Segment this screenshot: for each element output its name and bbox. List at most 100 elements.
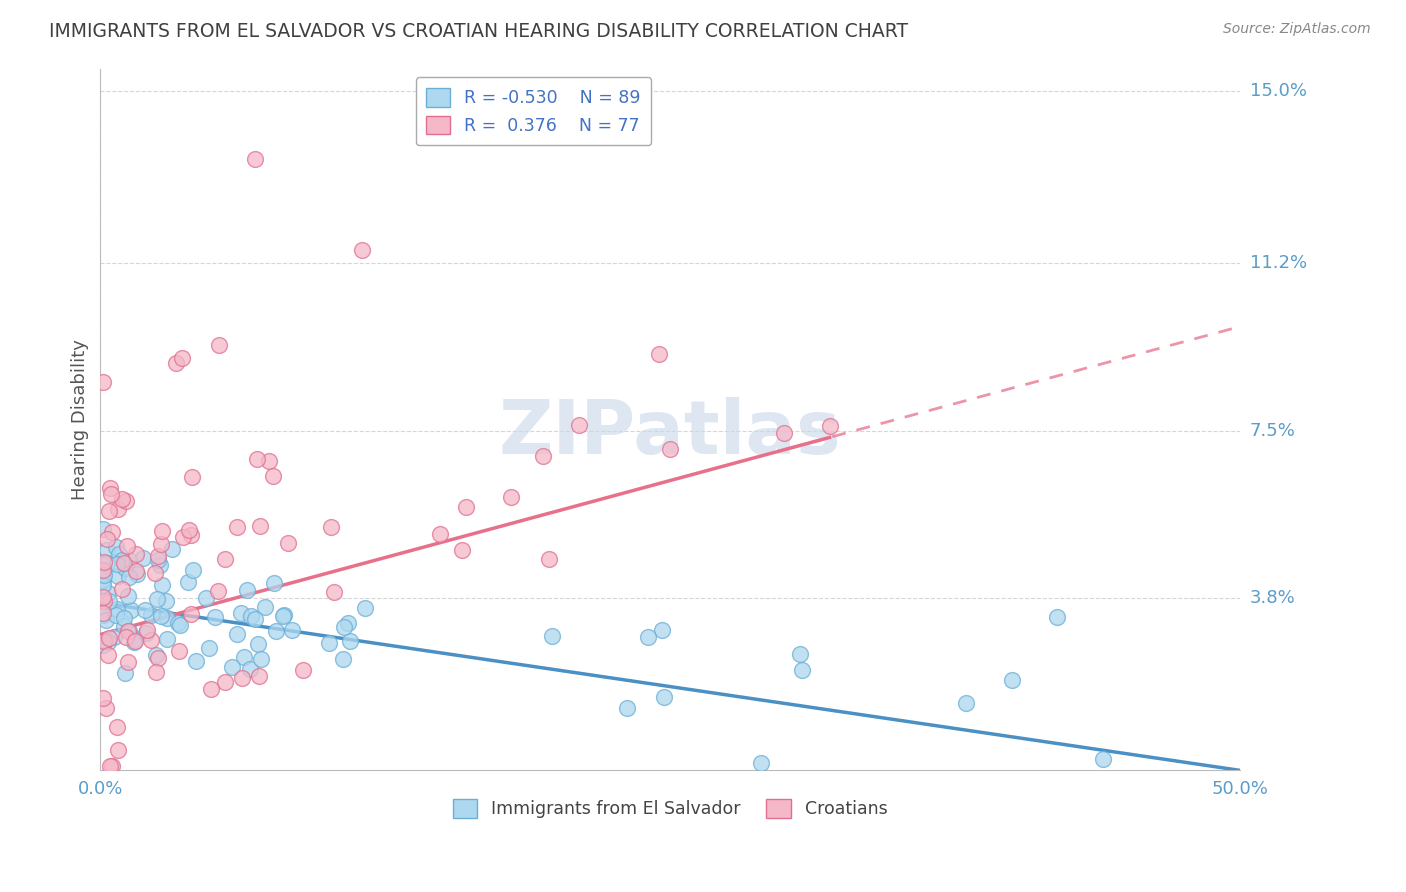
Point <box>149 537 172 551</box>
Point <box>229 607 252 621</box>
Point <box>773 425 796 440</box>
Point <box>97 504 120 518</box>
Y-axis label: Hearing Disability: Hearing Disability <box>72 339 89 500</box>
Point <box>180 607 202 621</box>
Text: 11.2%: 11.2% <box>1250 254 1306 272</box>
Point <box>111 492 134 507</box>
Point <box>818 419 841 434</box>
Point <box>172 351 194 366</box>
Point <box>149 608 172 623</box>
Point <box>132 550 155 565</box>
Point <box>107 569 129 583</box>
Point <box>145 648 167 662</box>
Point <box>207 584 229 599</box>
Point <box>194 591 217 606</box>
Point <box>112 619 135 633</box>
Point <box>249 518 271 533</box>
Point <box>94 701 117 715</box>
Point <box>96 532 118 546</box>
Point <box>167 644 190 658</box>
Point <box>91 566 114 580</box>
Point <box>165 356 187 370</box>
Point <box>226 627 249 641</box>
Point <box>281 623 304 637</box>
Point <box>101 759 124 773</box>
Point <box>540 629 562 643</box>
Point <box>115 539 138 553</box>
Point <box>135 626 157 640</box>
Point <box>790 663 813 677</box>
Point <box>160 542 183 557</box>
Point <box>616 701 638 715</box>
Point <box>96 557 118 571</box>
Point <box>208 337 231 351</box>
Point <box>97 586 120 600</box>
Point <box>204 610 226 624</box>
Point <box>257 454 280 468</box>
Point <box>647 347 669 361</box>
Point <box>91 690 114 705</box>
Legend: Immigrants from El Salvador, Croatians: Immigrants from El Salvador, Croatians <box>446 792 894 825</box>
Point <box>104 608 127 623</box>
Point <box>273 609 295 624</box>
Point <box>352 243 374 257</box>
Point <box>247 637 270 651</box>
Point <box>247 669 270 683</box>
Point <box>139 608 162 623</box>
Point <box>146 592 169 607</box>
Point <box>456 500 478 515</box>
Point <box>118 570 141 584</box>
Point <box>97 648 120 662</box>
Point <box>652 690 675 704</box>
Point <box>97 635 120 649</box>
Point <box>214 675 236 690</box>
Point <box>332 652 354 666</box>
Text: IMMIGRANTS FROM EL SALVADOR VS CROATIAN HEARING DISABILITY CORRELATION CHART: IMMIGRANTS FROM EL SALVADOR VS CROATIAN … <box>49 22 908 41</box>
Text: Source: ZipAtlas.com: Source: ZipAtlas.com <box>1223 22 1371 37</box>
Point <box>93 568 115 582</box>
Point <box>1092 752 1115 766</box>
Point <box>273 607 295 622</box>
Point <box>139 632 162 647</box>
Point <box>104 540 127 554</box>
Point <box>214 552 236 566</box>
Point <box>91 608 114 623</box>
Point <box>114 666 136 681</box>
Point <box>531 449 554 463</box>
Point <box>107 743 129 757</box>
Text: 15.0%: 15.0% <box>1250 82 1306 100</box>
Point <box>91 375 114 389</box>
Point <box>148 553 170 567</box>
Point <box>125 564 148 578</box>
Point <box>429 527 451 541</box>
Point <box>98 759 121 773</box>
Point <box>254 600 277 615</box>
Point <box>156 611 179 625</box>
Point <box>114 630 136 644</box>
Point <box>176 575 198 590</box>
Point <box>91 563 114 577</box>
Point <box>177 523 200 537</box>
Point <box>100 487 122 501</box>
Point <box>231 671 253 685</box>
Point <box>166 615 188 630</box>
Point <box>93 594 115 608</box>
Point <box>136 623 159 637</box>
Point <box>239 662 262 676</box>
Point <box>172 530 194 544</box>
Point <box>91 522 114 536</box>
Point <box>323 585 346 599</box>
Point <box>125 566 148 581</box>
Point <box>122 635 145 649</box>
Point <box>155 594 177 608</box>
Point <box>266 624 288 639</box>
Point <box>103 631 125 645</box>
Point <box>180 527 202 541</box>
Point <box>145 665 167 680</box>
Point <box>250 652 273 666</box>
Point <box>451 542 474 557</box>
Point <box>333 620 356 634</box>
Point <box>568 418 591 433</box>
Point <box>118 552 141 566</box>
Point <box>245 152 267 166</box>
